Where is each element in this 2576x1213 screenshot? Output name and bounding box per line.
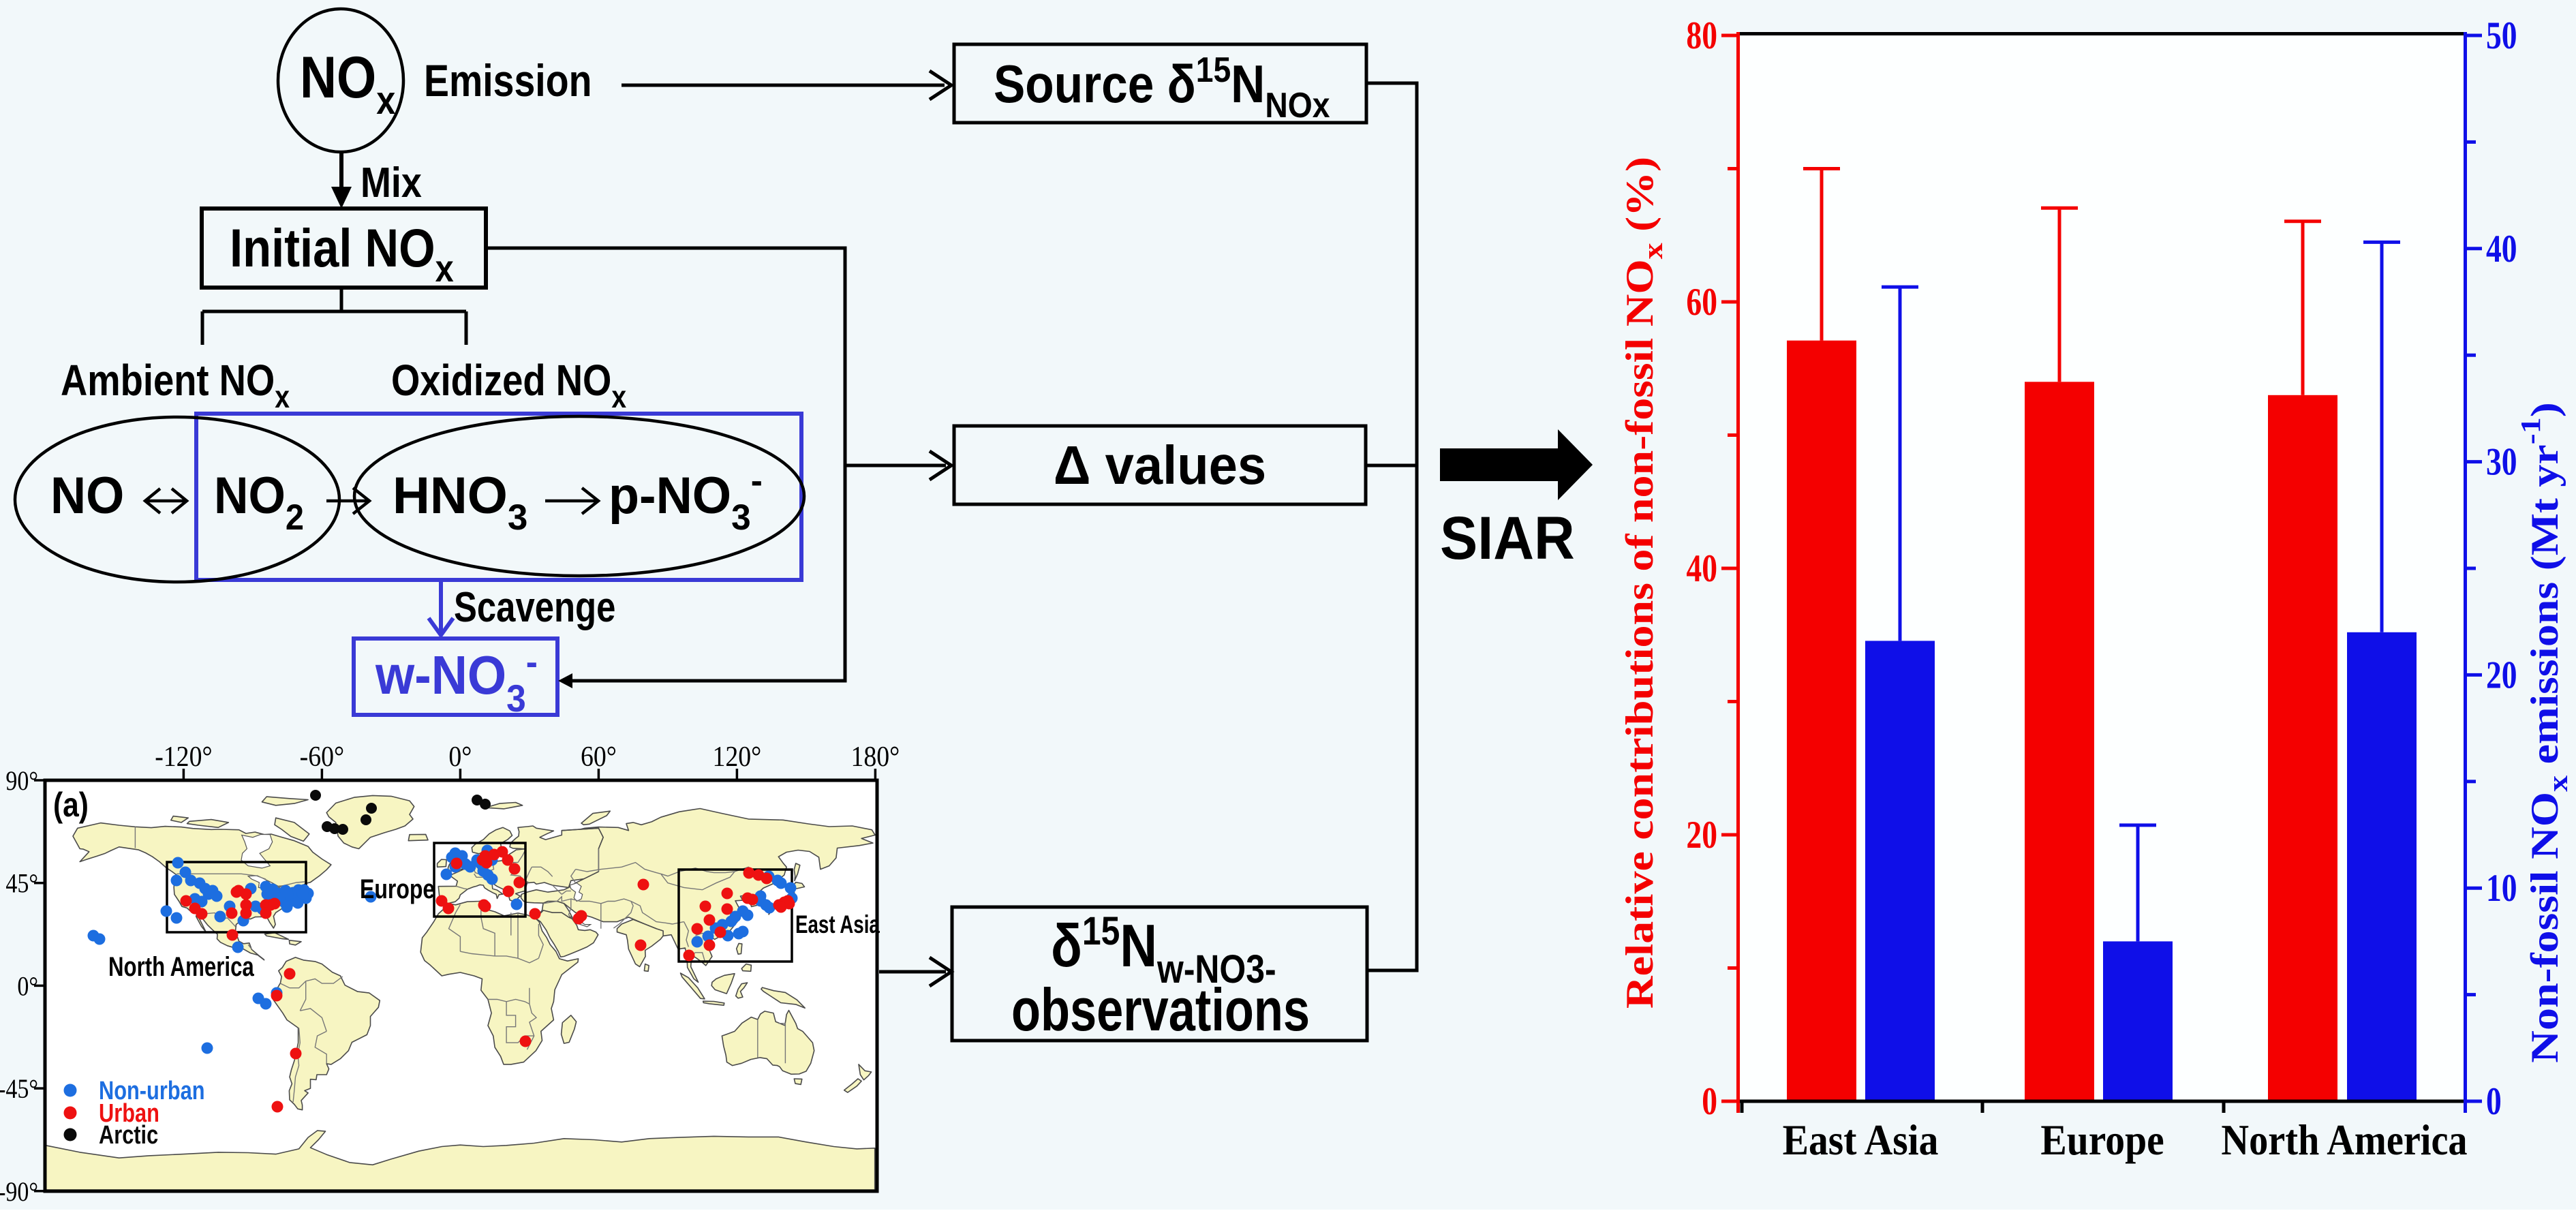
svg-text:20: 20 bbox=[1686, 814, 1717, 857]
svg-text:-120°: -120° bbox=[155, 740, 212, 772]
svg-text:40: 40 bbox=[1686, 547, 1717, 590]
svg-text:East Asia: East Asia bbox=[795, 910, 880, 938]
svg-text:Arctic: Arctic bbox=[99, 1121, 158, 1150]
svg-text:North America: North America bbox=[2221, 1116, 2467, 1165]
svg-text:50: 50 bbox=[2486, 14, 2517, 57]
svg-text:Europe: Europe bbox=[2040, 1116, 2164, 1164]
svg-text:Europe: Europe bbox=[360, 874, 435, 904]
svg-text:-45°: -45° bbox=[0, 1075, 38, 1105]
svg-text:60: 60 bbox=[1686, 281, 1717, 324]
svg-text:80: 80 bbox=[1686, 14, 1717, 57]
svg-text:10: 10 bbox=[2486, 867, 2517, 910]
svg-text:0: 0 bbox=[2486, 1080, 2502, 1123]
svg-text:observations: observations bbox=[1011, 976, 1310, 1043]
svg-text:East Asia: East Asia bbox=[1783, 1116, 1939, 1164]
svg-text:Emission: Emission bbox=[424, 55, 592, 106]
svg-text:Urban: Urban bbox=[99, 1099, 159, 1128]
svg-text:NO: NO bbox=[50, 466, 124, 524]
svg-text:-90°: -90° bbox=[0, 1177, 38, 1207]
svg-text:Non-urban: Non-urban bbox=[99, 1077, 205, 1105]
svg-text:180°: 180° bbox=[851, 740, 900, 772]
svg-text:0: 0 bbox=[1702, 1080, 1717, 1123]
svg-text:Mix: Mix bbox=[361, 159, 422, 206]
svg-text:0°: 0° bbox=[448, 740, 472, 772]
svg-text:-60°: -60° bbox=[300, 740, 344, 772]
svg-text:90°: 90° bbox=[5, 767, 38, 797]
svg-text:SIAR: SIAR bbox=[1440, 504, 1575, 572]
svg-text:40: 40 bbox=[2486, 228, 2517, 271]
svg-text:Δ values: Δ values bbox=[1054, 434, 1266, 495]
svg-text:Non-fossil NOx emissions (Mt y: Non-fossil NOx emissions (Mt yr-1) bbox=[2515, 402, 2573, 1062]
svg-text:60°: 60° bbox=[581, 740, 617, 772]
svg-text:(a): (a) bbox=[53, 786, 89, 824]
svg-text:120°: 120° bbox=[713, 740, 762, 772]
svg-text:Scavenge: Scavenge bbox=[454, 584, 615, 631]
svg-text:Relative contributions of non-: Relative contributions of non-fossil NOx… bbox=[1619, 157, 1668, 1009]
svg-text:0°: 0° bbox=[17, 972, 38, 1002]
svg-text:North America: North America bbox=[108, 951, 255, 982]
svg-text:20: 20 bbox=[2486, 654, 2517, 697]
svg-text:30: 30 bbox=[2486, 441, 2517, 484]
svg-text:45°: 45° bbox=[5, 869, 38, 899]
